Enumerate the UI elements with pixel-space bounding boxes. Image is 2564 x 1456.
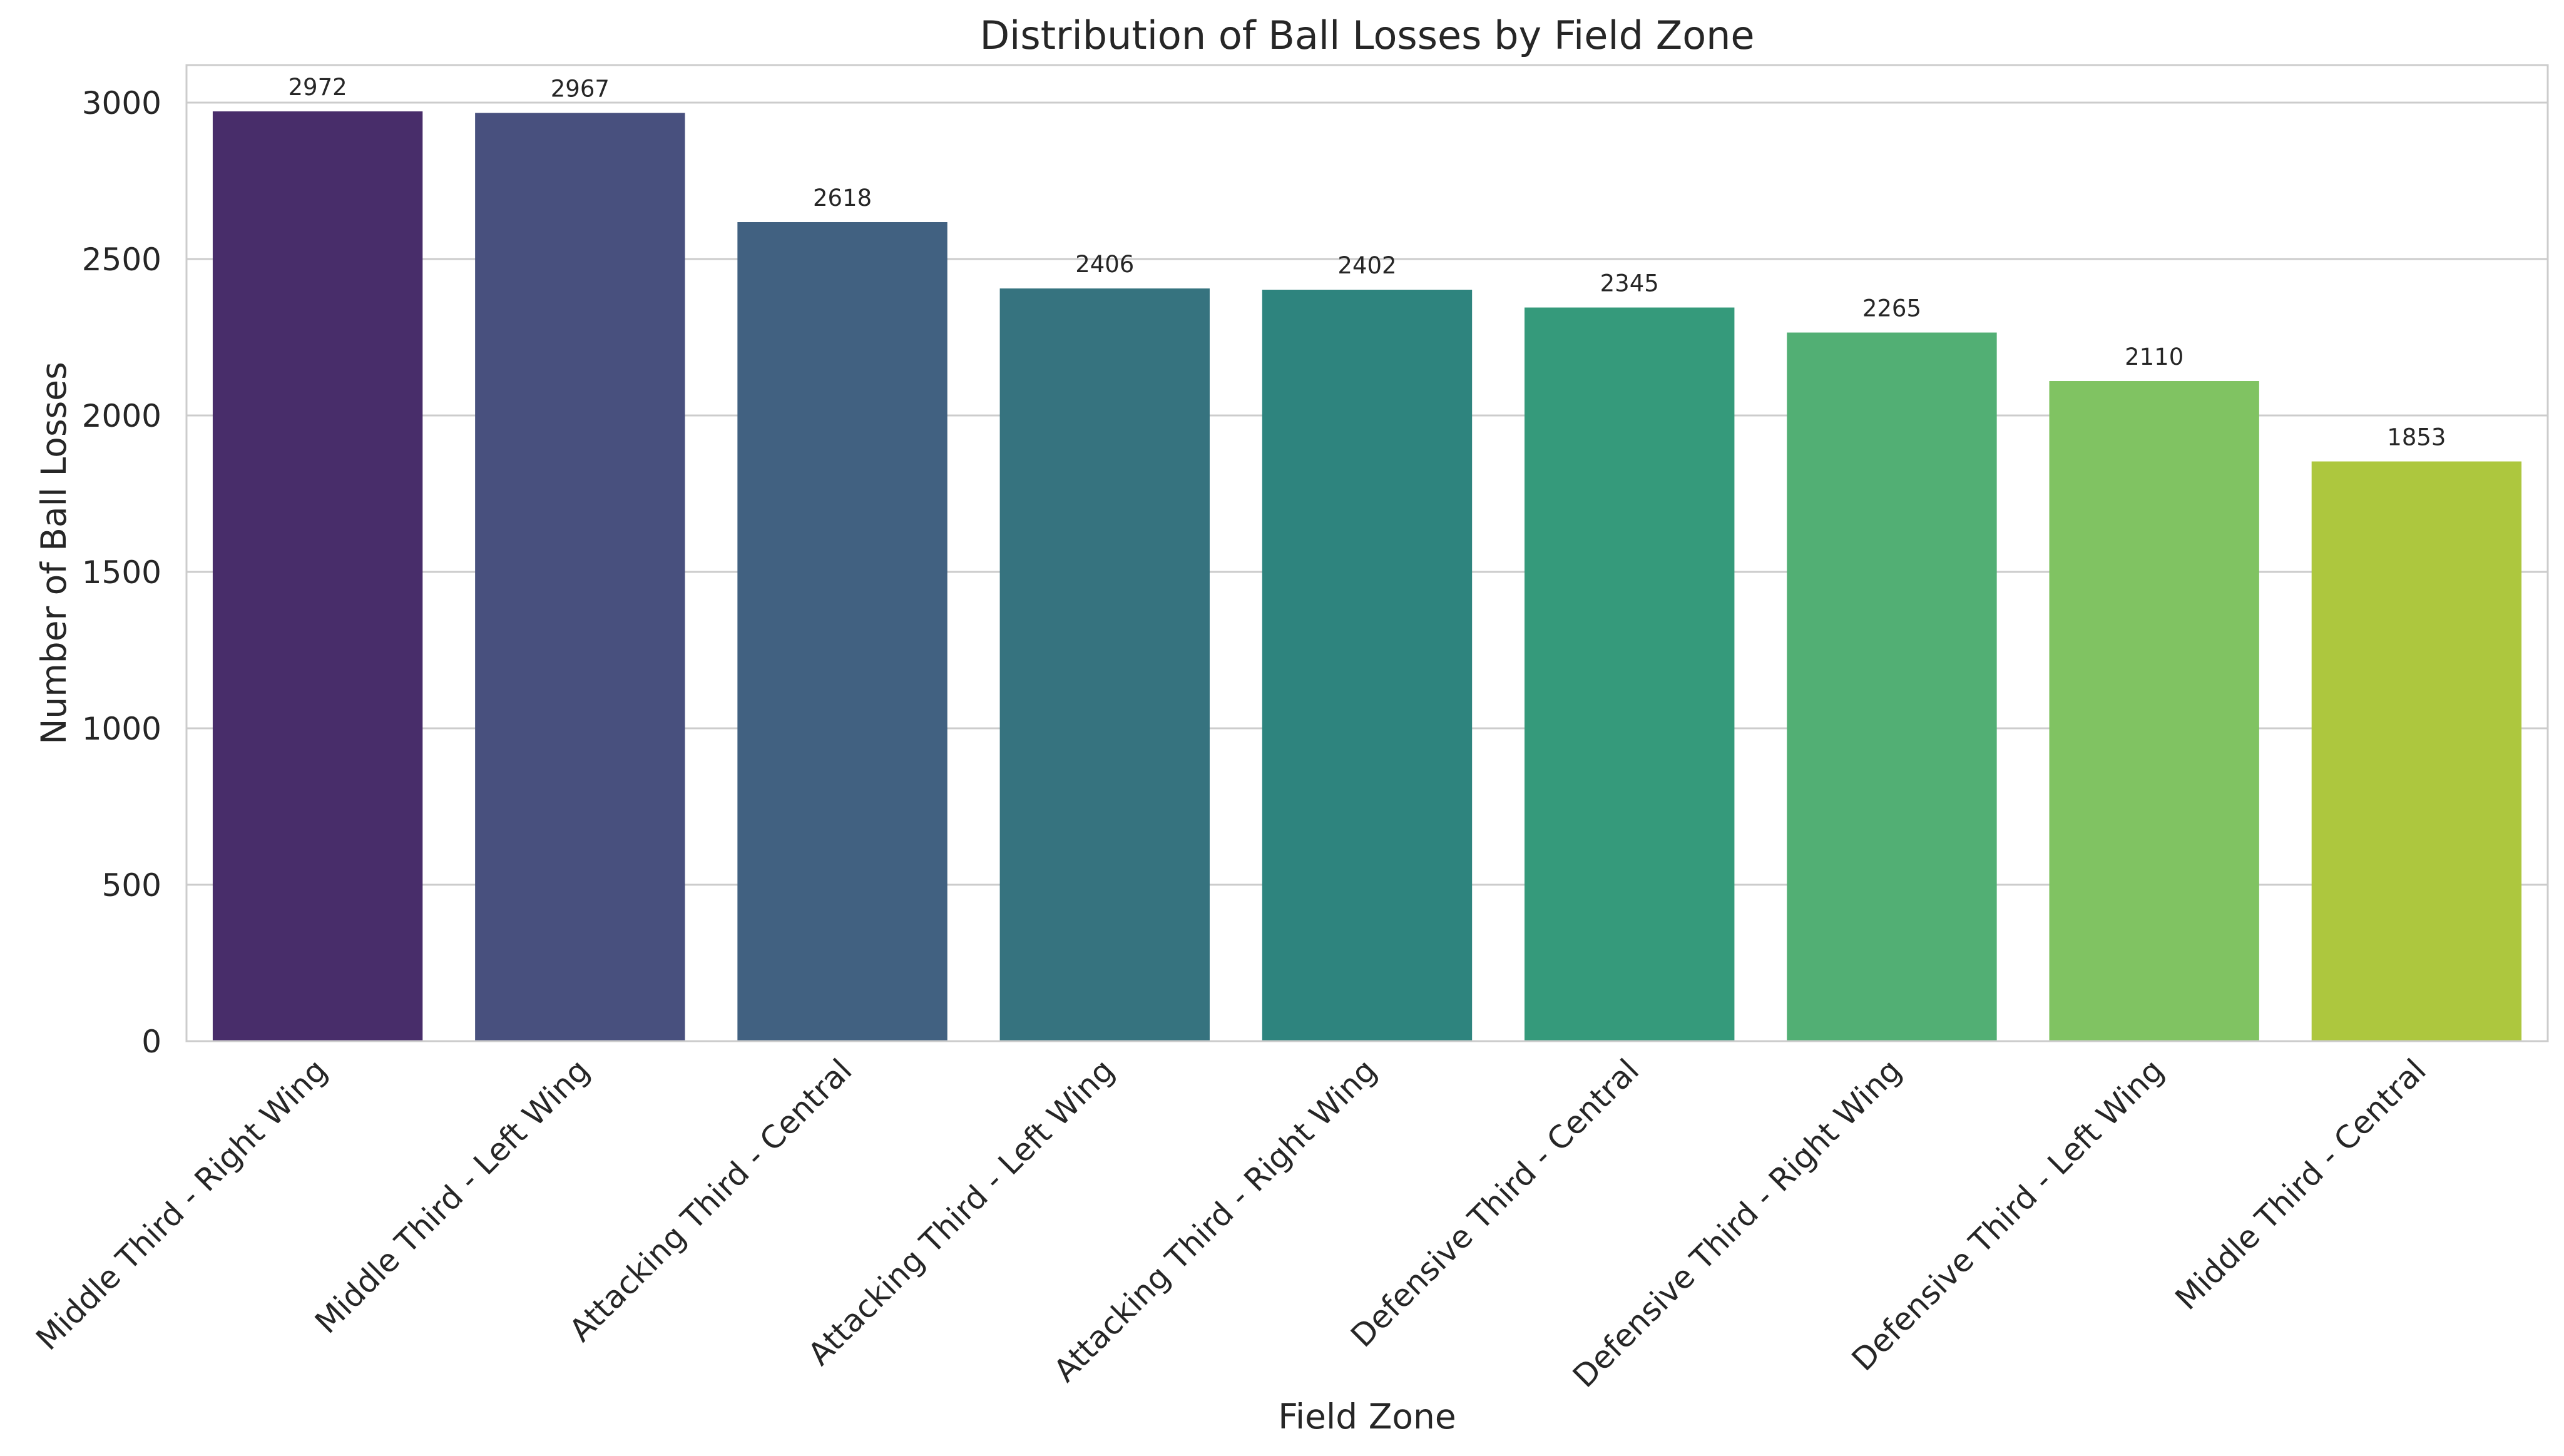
x-tick-label: Defensive Third - Central bbox=[1344, 1052, 1646, 1354]
bar bbox=[2049, 381, 2259, 1041]
bar-value-label: 2406 bbox=[1075, 251, 1134, 278]
bar bbox=[737, 222, 947, 1041]
bar bbox=[1262, 290, 1473, 1041]
bar-value-label: 2972 bbox=[289, 74, 347, 101]
bar-value-label: 2110 bbox=[2125, 344, 2183, 370]
bar-value-label: 1853 bbox=[2387, 424, 2446, 451]
y-tick-label: 500 bbox=[102, 867, 161, 904]
x-axis-label: Field Zone bbox=[1278, 1397, 1456, 1437]
y-tick-label: 1500 bbox=[82, 554, 161, 591]
y-tick-label: 1000 bbox=[82, 711, 161, 747]
x-tick-label: Middle Third - Left Wing bbox=[308, 1052, 596, 1340]
chart-title: Distribution of Ball Losses by Field Zon… bbox=[979, 13, 1754, 58]
bar-value-label: 2345 bbox=[1600, 270, 1659, 297]
bars bbox=[212, 111, 2522, 1041]
x-tick-label: Attacking Third - Left Wing bbox=[801, 1052, 1121, 1372]
y-tick-label: 2000 bbox=[82, 398, 161, 434]
x-tick-label: Defensive Third - Left Wing bbox=[1845, 1052, 2171, 1378]
bar-value-label: 2967 bbox=[551, 76, 610, 103]
y-axis-label: Number of Ball Losses bbox=[34, 362, 74, 745]
data-labels: 2972 2967 2618 2406 2402 2345 2265 2110 1853 bbox=[289, 74, 2446, 451]
bar bbox=[1525, 307, 1735, 1041]
bar bbox=[999, 288, 1210, 1041]
x-tick-label: Attacking Third - Right Wing bbox=[1047, 1052, 1384, 1388]
y-tick-labels: 0 500 1000 1500 2000 2500 3000 bbox=[82, 85, 161, 1060]
y-tick-label: 2500 bbox=[82, 242, 161, 278]
bar bbox=[1787, 332, 1997, 1041]
x-tick-label: Middle Third - Right Wing bbox=[29, 1052, 334, 1357]
bar-value-label: 2402 bbox=[1337, 252, 1396, 279]
bar bbox=[2311, 461, 2522, 1041]
bar bbox=[475, 113, 685, 1041]
bar-value-label: 2618 bbox=[813, 185, 872, 211]
bar-value-label: 2265 bbox=[1862, 295, 1921, 322]
x-tick-label: Attacking Third - Central bbox=[563, 1052, 859, 1348]
y-tick-label: 3000 bbox=[82, 85, 161, 121]
y-tick-label: 0 bbox=[141, 1024, 161, 1060]
x-tick-label: Middle Third - Central bbox=[2168, 1052, 2433, 1316]
bar bbox=[212, 111, 423, 1041]
plot-frame bbox=[185, 64, 2549, 1042]
